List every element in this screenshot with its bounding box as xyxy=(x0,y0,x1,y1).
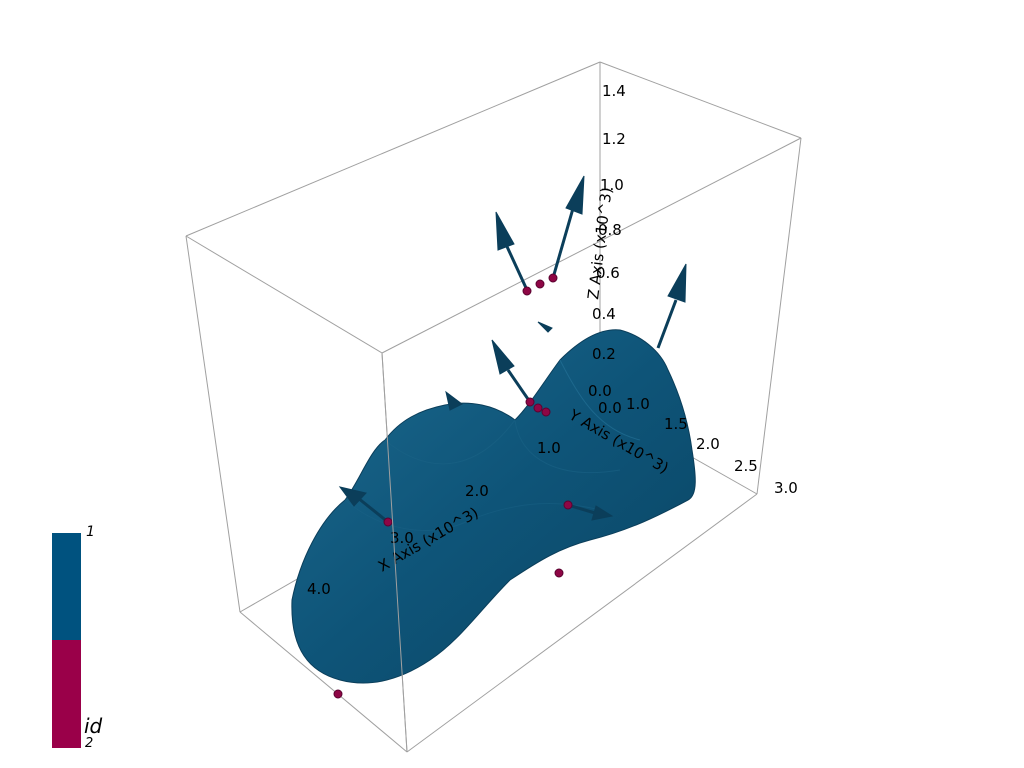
z-tick-label: 0.2 xyxy=(592,345,616,363)
x-tick-label: 3.0 xyxy=(390,529,414,547)
y-tick-label: 2.0 xyxy=(696,435,720,453)
z-tick-label: 0.0 xyxy=(588,382,612,400)
x-ticks: 1.0 2.0 3.0 4.0 xyxy=(307,439,561,598)
z-ticks: 0.0 0.2 0.4 0.6 0.8 1.0 1.2 1.4 xyxy=(588,82,626,400)
legend-swatch-2 xyxy=(52,640,81,748)
y-ticks: 0.0 1.0 1.5 2.0 2.5 3.0 xyxy=(598,395,798,497)
z-tick-label: 0.6 xyxy=(596,264,620,282)
x-tick-label: 2.0 xyxy=(465,482,489,500)
legend-bottom-label: 2 xyxy=(85,736,94,751)
x-tick-label: 1.0 xyxy=(537,439,561,457)
x-tick-label: 4.0 xyxy=(307,580,331,598)
data-points xyxy=(333,273,573,699)
z-tick-label: 1.0 xyxy=(600,176,624,194)
surface-mesh xyxy=(291,329,696,684)
y-tick-label: 1.5 xyxy=(664,415,688,433)
legend-swatch-1 xyxy=(52,533,81,640)
z-tick-label: 0.4 xyxy=(592,305,616,323)
y-tick-label: 0.0 xyxy=(598,399,622,417)
legend-title: id xyxy=(84,714,103,738)
z-tick-label: 1.2 xyxy=(602,130,626,148)
arrow-glyphs xyxy=(338,175,687,524)
z-tick-label: 1.4 xyxy=(602,82,626,100)
bounding-box xyxy=(185,61,802,753)
color-legend xyxy=(52,533,81,748)
z-axis-title: Z Axis (x10^3) xyxy=(584,186,616,300)
z-tick-label: 0.8 xyxy=(598,221,622,239)
y-tick-label: 2.5 xyxy=(734,457,758,475)
legend-top-label: 1 xyxy=(86,524,95,540)
y-tick-label: 1.0 xyxy=(626,395,650,413)
y-tick-label: 3.0 xyxy=(774,479,798,497)
bounding-box-front xyxy=(381,352,408,753)
